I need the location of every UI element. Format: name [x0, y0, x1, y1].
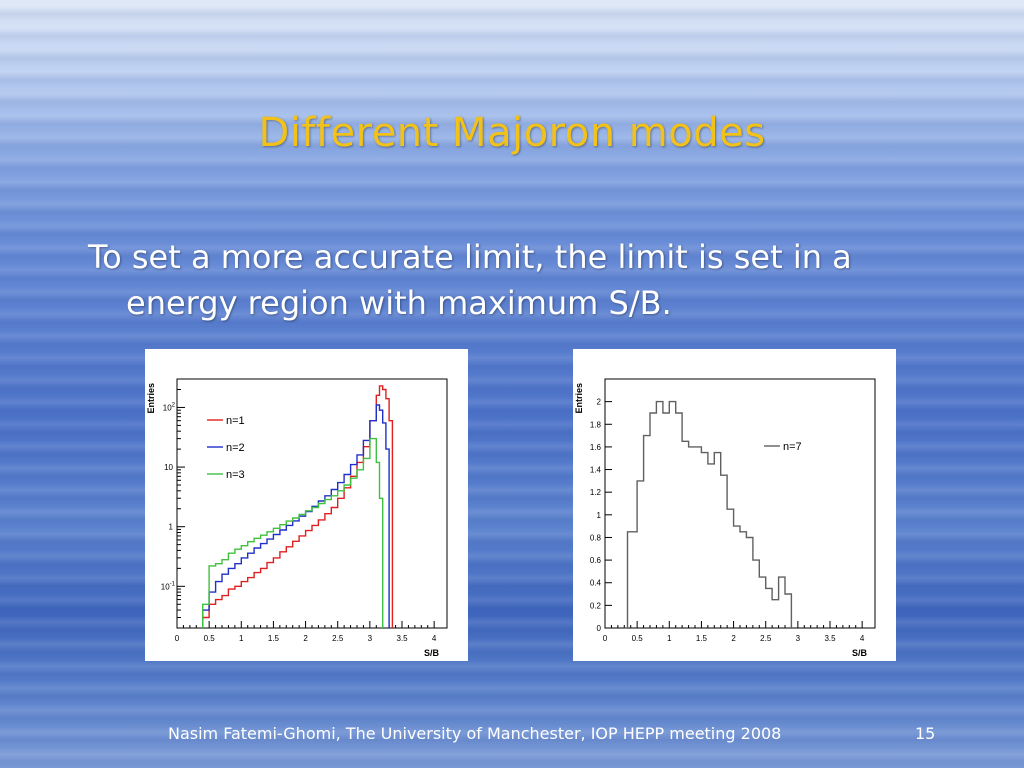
- legend-label: n=2: [226, 442, 245, 454]
- x-tick-label: 1: [667, 634, 672, 643]
- y-tick-label: 1: [169, 523, 174, 532]
- x-tick-label: 3: [796, 634, 801, 643]
- x-tick-label: 3.5: [824, 634, 836, 643]
- x-tick-label: 1: [239, 634, 244, 643]
- y-tick-label: 0.2: [590, 601, 602, 610]
- x-tick-label: 1.5: [268, 634, 280, 643]
- y-tick-label: 10: [164, 463, 173, 472]
- x-axis-label: S/B: [424, 648, 440, 658]
- x-tick-label: 0: [175, 634, 180, 643]
- histogram-linear-panel: 0 0.5 1 1.5 2 2.5 3 3.5 4 0 0.2 0.4 0.6 0.8 1 1.2 1.4 1.6…: [573, 349, 896, 661]
- x-axis-label: S/B: [852, 648, 868, 658]
- y-tick-label: 1: [597, 511, 602, 520]
- series-line-n1: [202, 385, 394, 628]
- y-tick-label: 0.6: [590, 556, 602, 565]
- y-tick-label: 1.8: [590, 420, 602, 429]
- bullet-line-2: energy region with maximum S/B.: [126, 284, 672, 322]
- y-tick-label: 102: [163, 402, 176, 412]
- y-tick-label: 1.6: [590, 443, 602, 452]
- histogram-log-chart: 0 0.5 1 1.5 2 2.5 3 3.5 4 10-1 1 10 102 S/B Entries n=1…: [146, 378, 448, 658]
- y-axis-label: Entries: [574, 383, 584, 414]
- x-tick-label: 4: [432, 634, 437, 643]
- series-line-n2: [202, 404, 390, 628]
- x-tick-label: 3.5: [396, 634, 408, 643]
- series-line-n3: [202, 437, 384, 628]
- y-tick-label: 0.8: [590, 533, 602, 542]
- x-tick-label: 2: [731, 634, 736, 643]
- x-tick-label: 2: [303, 634, 308, 643]
- legend-label: n=1: [226, 415, 245, 427]
- plot-frame: [604, 378, 876, 629]
- slide-title: Different Majoron modes: [258, 110, 766, 156]
- bullet-line-1: To set a more accurate limit, the limit …: [88, 238, 852, 276]
- page-number: 15: [915, 724, 936, 743]
- legend-label: n=3: [226, 469, 245, 481]
- y-axis-label: Entries: [146, 383, 156, 414]
- x-tick-label: 1.5: [696, 634, 708, 643]
- histogram-linear-chart: 0 0.5 1 1.5 2 2.5 3 3.5 4 0 0.2 0.4 0.6 0.8 1 1.2 1.4 1.6…: [574, 378, 876, 658]
- x-tick-label: 0.5: [632, 634, 644, 643]
- x-tick-label: 2.5: [332, 634, 344, 643]
- y-tick-label: 10-1: [161, 581, 176, 591]
- bullet-text: To set a more accurate limit, the limit …: [88, 234, 948, 326]
- legend-label: n=7: [783, 441, 802, 453]
- plot-frame: [176, 378, 448, 629]
- y-tick-label: 1.4: [590, 466, 602, 475]
- x-tick-label: 2.5: [760, 634, 772, 643]
- series-line-n7: [624, 400, 793, 629]
- footer-text: Nasim Fatemi-Ghomi, The University of Ma…: [168, 724, 782, 743]
- y-tick-label: 0.4: [590, 579, 602, 588]
- y-tick-label: 1.2: [590, 488, 602, 497]
- x-tick-label: 4: [860, 634, 865, 643]
- x-tick-label: 0.5: [204, 634, 216, 643]
- x-tick-label: 0: [603, 634, 608, 643]
- y-tick-label: 0: [597, 624, 602, 633]
- histogram-log-panel: 0 0.5 1 1.5 2 2.5 3 3.5 4 10-1 1 10 102 S/B Entries n=1…: [145, 349, 468, 661]
- y-tick-label: 2: [597, 398, 602, 407]
- x-tick-label: 3: [368, 634, 373, 643]
